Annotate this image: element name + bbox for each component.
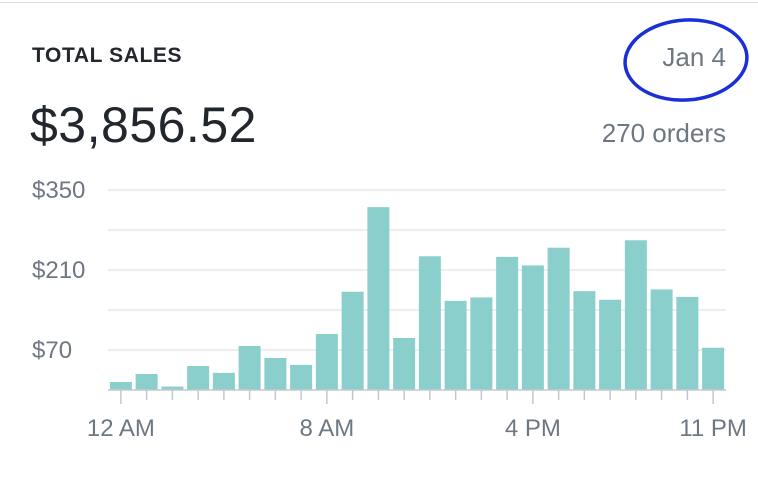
bar [573, 291, 596, 390]
bar [418, 256, 441, 390]
bar [624, 240, 647, 390]
bar [599, 299, 622, 390]
bar [367, 207, 390, 390]
annotation-circle [623, 18, 749, 102]
bar [676, 296, 699, 390]
order-count: 270 orders [601, 118, 726, 148]
card-title: TOTAL SALES [32, 44, 183, 67]
x-tick-label: 4 PM [505, 415, 561, 442]
bar [650, 289, 673, 390]
bar [187, 366, 210, 390]
bar [290, 364, 313, 390]
y-tick-label: $210 [32, 257, 85, 284]
bar [470, 297, 493, 390]
y-tick-label: $350 [32, 177, 85, 204]
x-tick-label: 11 PM [679, 415, 747, 442]
bar [547, 247, 570, 390]
bar [341, 291, 364, 390]
bar [702, 347, 725, 390]
total-sales-amount: $3,856.52 [30, 97, 257, 153]
bar [212, 372, 235, 390]
bar [444, 300, 467, 390]
bar [393, 338, 416, 390]
bar [521, 265, 544, 390]
bar [238, 346, 261, 390]
bar [161, 386, 184, 390]
x-tick-label: 12 AM [87, 415, 155, 442]
top-divider [0, 2, 758, 3]
y-tick-label: $70 [32, 337, 72, 364]
bar [496, 256, 519, 390]
bar [135, 374, 158, 390]
date-label[interactable]: Jan 4 [662, 42, 726, 72]
x-tick-label: 8 AM [300, 415, 355, 442]
bar [264, 358, 287, 390]
bar [315, 334, 338, 390]
bar [109, 382, 132, 390]
